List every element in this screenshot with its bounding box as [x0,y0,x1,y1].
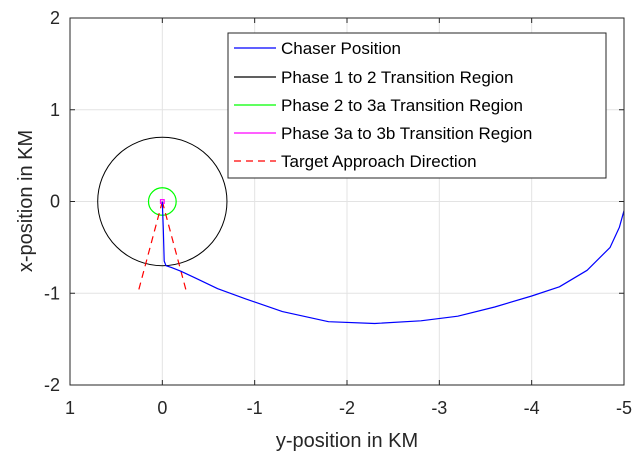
x-tick-label-6: -5 [616,398,632,418]
legend-entry-target-approach: Target Approach Direction [234,152,477,171]
x-axis-label: y-position in KM [276,430,418,452]
plot-content [97,136,625,325]
y-axis-label: x-position in KM [15,130,37,272]
x-tick-label-3: -2 [339,398,355,418]
legend-entry-chaser-position: Chaser Position [234,39,401,58]
y-tick-label-2: 0 [50,192,60,212]
phase-1-2-transition-circle [97,136,228,267]
y-tick-label-1: 1 [50,100,60,120]
target-approach-line-0 [137,201,163,292]
legend-label-chaser-position: Chaser Position [281,39,401,58]
legend-box [227,32,607,179]
x-tick-label-4: -3 [431,398,447,418]
chaser-position-line [161,201,625,325]
legend-entry-phase-3a-3b: Phase 3a to 3b Transition Region [234,124,532,143]
legend-entry-phase-1-2: Phase 1 to 2 Transition Region [234,68,513,87]
legend-label-target-approach: Target Approach Direction [281,152,477,171]
tick-labels: 1 0 -1 -2 -3 -4 -5 2 1 0 -1 -2 [44,8,632,418]
x-tick-label-0: 1 [65,398,75,418]
legend-label-phase-2-3a: Phase 2 to 3a Transition Region [281,96,523,115]
x-tick-label-2: -1 [247,398,263,418]
y-tick-label-4: -2 [44,375,60,395]
target-approach-line-1 [161,201,187,292]
legend-entry-phase-2-3a: Phase 2 to 3a Transition Region [234,96,523,115]
x-tick-label-5: -4 [524,398,540,418]
ticks [69,17,625,386]
legend: Chaser Position Phase 1 to 2 Transition … [227,32,607,179]
y-tick-label-0: 2 [50,8,60,28]
legend-label-phase-3a-3b: Phase 3a to 3b Transition Region [281,124,532,143]
x-tick-label-1: 0 [157,398,167,418]
legend-label-phase-1-2: Phase 1 to 2 Transition Region [281,68,513,87]
y-tick-label-3: -1 [44,283,60,303]
